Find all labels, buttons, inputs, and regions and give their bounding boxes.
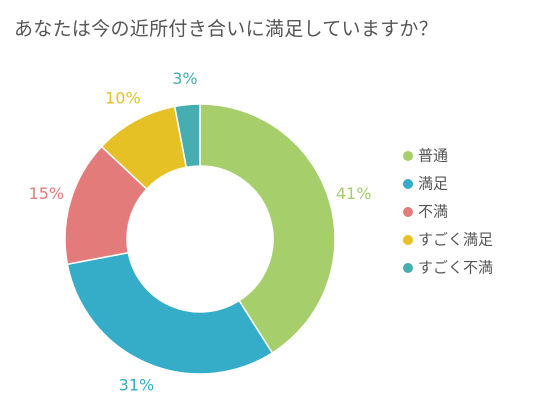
slice-5 [173, 103, 201, 169]
chart-title: あなたは今の近所付き合いに満足していますか？ [14, 18, 439, 40]
legend-marker-1 [403, 151, 413, 161]
data-labels-group: 41% 31% 15% 10% 3% [29, 69, 372, 394]
legend-marker-2 [403, 179, 413, 189]
legend-label-2: 満足 [418, 175, 448, 193]
legend-label-1: 普通 [418, 147, 448, 165]
legend-label-5: すごく不満 [418, 259, 493, 277]
data-label-1: 41% [336, 184, 372, 203]
slice-2 [66, 251, 274, 375]
data-label-5: 3% [172, 69, 197, 88]
legend-marker-5 [403, 263, 413, 273]
slice-1 [199, 103, 336, 355]
legend-marker-3 [403, 207, 413, 217]
legend-label-4: すごく満足 [418, 231, 493, 249]
legend-marker-4 [403, 235, 413, 245]
slices-group [64, 103, 336, 375]
data-label-4: 10% [105, 88, 141, 107]
legend-label-3: 不満 [418, 203, 448, 221]
data-label-2: 31% [119, 375, 155, 394]
data-label-3: 15% [29, 184, 65, 203]
